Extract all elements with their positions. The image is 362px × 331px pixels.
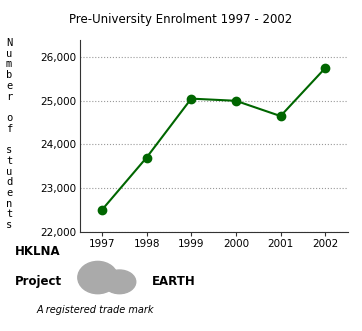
Text: e: e <box>6 81 12 91</box>
Ellipse shape <box>78 261 118 294</box>
Text: t: t <box>6 156 12 166</box>
Text: s: s <box>6 145 12 155</box>
Text: Project: Project <box>14 275 62 288</box>
Text: d: d <box>6 177 12 187</box>
Text: o: o <box>6 113 12 123</box>
Text: e: e <box>6 188 12 198</box>
Text: m: m <box>6 60 12 70</box>
Text: Pre-University Enrolment 1997 - 2002: Pre-University Enrolment 1997 - 2002 <box>70 13 292 26</box>
Text: b: b <box>6 70 12 80</box>
Text: u: u <box>6 166 12 176</box>
Text: s: s <box>6 220 12 230</box>
Text: N: N <box>6 38 12 48</box>
Text: r: r <box>6 92 12 102</box>
Text: f: f <box>6 124 12 134</box>
Text: A registered trade mark: A registered trade mark <box>36 305 154 314</box>
Text: u: u <box>6 49 12 59</box>
Text: t: t <box>6 210 12 219</box>
Text: HKLNA: HKLNA <box>14 245 60 258</box>
Text: EARTH: EARTH <box>152 275 196 288</box>
Ellipse shape <box>103 270 136 294</box>
Text: n: n <box>6 199 12 209</box>
